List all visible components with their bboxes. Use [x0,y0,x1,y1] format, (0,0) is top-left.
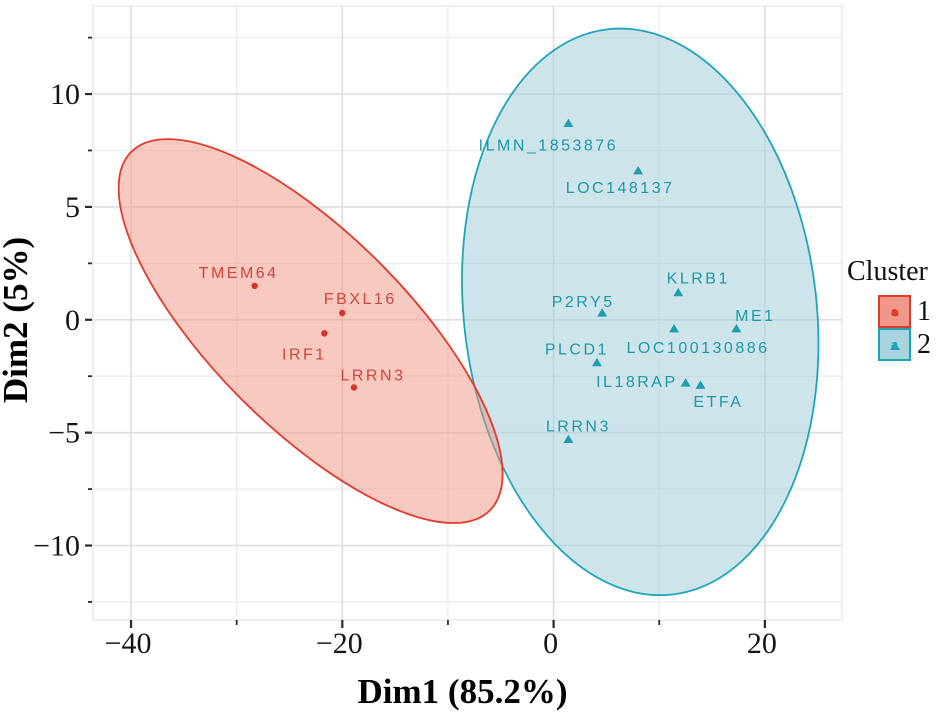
point-label-KLRB1: KLRB1 [667,271,730,288]
point-label-LRRN3: LRRN3 [546,418,611,435]
cluster-ellipse-cluster-1 [117,138,504,524]
circle-marker-icon [891,308,898,316]
data-point-FBXL16 [339,309,346,317]
data-point-TMEM64 [251,282,258,290]
y-tick-label: −5 [48,417,80,450]
data-point-ME1 [731,324,742,333]
data-point-IRF1 [321,330,328,337]
data-point-LRRN3 [563,434,574,444]
legend-key-cluster-2: a [878,328,911,361]
point-label-FBXL16: FBXL16 [324,291,397,308]
data-point-KLRB1 [673,287,684,297]
point-label-LOC100130886: LOC100130886 [627,340,770,357]
data-point-LOC148137 [633,165,644,175]
data-point-P2RY5 [597,308,608,317]
y-tick-label: 0 [65,304,80,337]
point-label-P2RY5: P2RY5 [552,294,615,311]
cluster-ellipse-cluster-2 [461,27,820,597]
data-point-LOC100130886 [669,324,680,333]
legend-key-letter: a [890,304,899,319]
data-point-IL18RAP [680,378,691,387]
y-tick-label: −10 [33,530,80,563]
point-label-ILMN_1853876: ILMN_1853876 [479,137,618,154]
legend-item-label: 2 [917,328,931,360]
point-label-TMEM64: TMEM64 [199,265,279,282]
triangle-marker-icon [889,341,900,350]
y-tick-label: 5 [65,191,80,224]
legend-key-cluster-1: a [878,295,911,328]
data-point-LRRN3 [350,384,358,391]
point-label-PLCD1: PLCD1 [545,342,609,359]
point-label-ME1: ME1 [735,308,775,325]
x-tick-label: −20 [316,627,363,660]
data-point-PLCD1 [591,357,602,367]
legend-key-letter: a [890,337,899,352]
y-axis-title: Dim2 (5%) [0,237,35,403]
point-label-ETFA: ETFA [693,394,743,411]
panel-border [92,5,843,621]
x-tick-label: 20 [747,627,777,660]
point-label-LRRN3: LRRN3 [340,367,405,384]
data-point-ILMN_1853876 [563,118,574,127]
x-axis-title: Dim1 (85.2%) [358,672,568,711]
y-tick-label: 10 [50,78,80,111]
legend-title: Cluster [847,256,928,287]
data-point-ETFA [695,380,706,389]
point-label-IRF1: IRF1 [282,346,327,363]
point-label-LOC148137: LOC148137 [566,180,675,197]
point-label-IL18RAP: IL18RAP [596,374,678,391]
x-tick-label: −40 [105,627,152,660]
legend-item-label: 1 [917,295,931,327]
x-tick-label: 0 [543,627,558,660]
